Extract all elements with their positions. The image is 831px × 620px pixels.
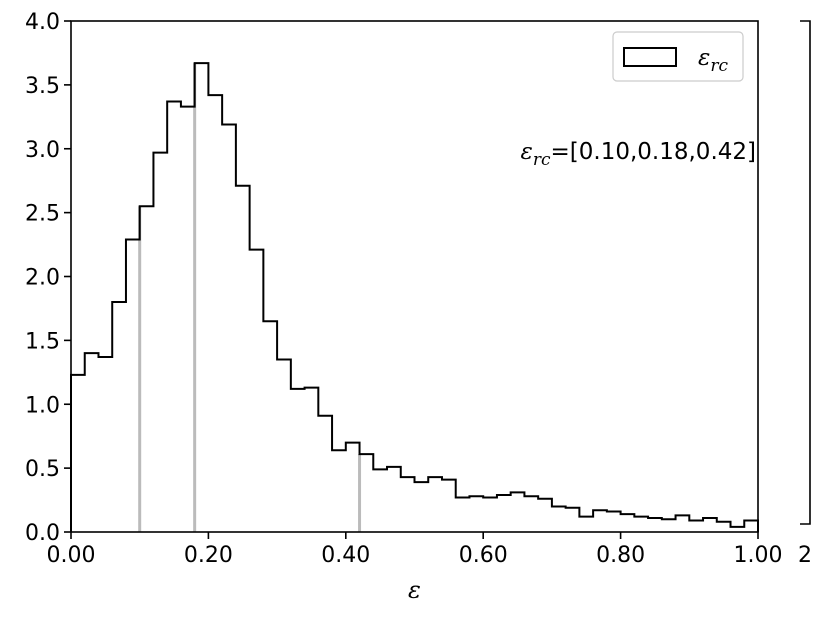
legend-box — [612, 31, 744, 82]
legend-symbol: ε — [698, 45, 710, 71]
legend: εrc — [612, 31, 744, 82]
y-tick-label: 3.5 — [25, 74, 60, 99]
y-tick-label: 2.0 — [25, 266, 60, 291]
y-axis-ticks: 0.0 0.5 1.0 1.5 2.0 2.5 3.0 3.5 4.0 — [25, 10, 71, 546]
y-tick-label: 4.0 — [25, 10, 60, 35]
quantile-annotation: εrc=[0.10,0.18,0.42] — [521, 139, 756, 170]
x-axis-ticks: 0.00 0.20 0.40 0.60 0.80 1.00 — [47, 532, 783, 568]
x-tick-label: 0.60 — [459, 543, 508, 568]
plot-frame — [70, 20, 759, 533]
quantile-lines — [138, 63, 362, 532]
x-tick-label: 0.80 — [596, 543, 645, 568]
x-tick-label: 0.00 — [47, 543, 96, 568]
x-axis-label: ε — [408, 576, 421, 604]
side-fragment-label: 2 — [798, 543, 812, 568]
histogram-step-line — [70, 62, 759, 532]
y-tick-label: 2.5 — [25, 202, 60, 227]
legend-swatch — [623, 47, 677, 67]
legend-subscript: rc — [710, 56, 728, 76]
y-tick-label: 1.0 — [25, 393, 60, 418]
side-bracket-fragment — [800, 20, 811, 525]
legend-label: εrc — [698, 45, 728, 76]
y-tick-label: 3.0 — [25, 138, 60, 163]
annotation-symbol: ε — [521, 139, 533, 165]
y-tick-label: 0.5 — [25, 457, 60, 482]
y-tick-label: 1.5 — [25, 329, 60, 354]
y-tick-label: 0.0 — [25, 521, 60, 546]
annotation-values: =[0.10,0.18,0.42] — [551, 139, 756, 165]
x-tick-label: 0.40 — [321, 543, 370, 568]
x-tick-label: 0.20 — [184, 543, 233, 568]
x-tick-label: 1.00 — [734, 543, 783, 568]
annotation-subscript: rc — [533, 150, 551, 170]
